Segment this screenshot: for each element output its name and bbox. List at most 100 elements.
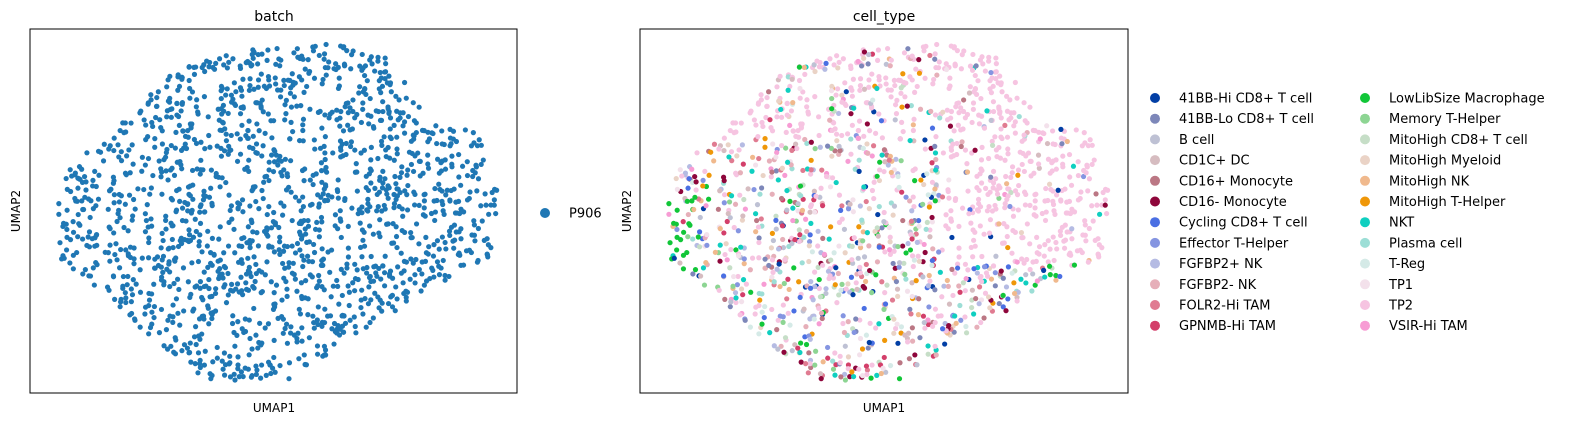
batch-point xyxy=(419,271,425,277)
cell-type-legend-label: Memory T-Helper xyxy=(1389,112,1501,127)
batch-point xyxy=(237,201,243,207)
batch-point xyxy=(413,221,420,227)
cell-type-point xyxy=(851,235,857,241)
batch-point xyxy=(175,310,181,316)
batch-point xyxy=(195,370,201,376)
batch-point xyxy=(354,111,360,118)
batch-point xyxy=(405,167,411,173)
batch-point xyxy=(217,257,223,263)
cell-type-point xyxy=(756,255,762,261)
cell-type-point xyxy=(796,134,802,140)
cell-type-point xyxy=(873,325,879,331)
cell-type-point xyxy=(848,274,855,280)
cell-type-point xyxy=(978,157,985,163)
batch-point xyxy=(436,181,442,187)
cell-type-point xyxy=(1008,115,1014,121)
cell-type-legend-label: MitoHigh CD8+ T cell xyxy=(1389,133,1528,148)
cell-type-point xyxy=(965,188,971,194)
batch-point xyxy=(186,349,193,356)
batch-point xyxy=(482,191,488,197)
batch-point xyxy=(240,105,246,111)
cell-type-point xyxy=(728,149,735,155)
batch-point xyxy=(443,246,449,252)
batch-point xyxy=(202,146,208,152)
cell-type-point xyxy=(863,261,869,268)
cell-type-point xyxy=(735,228,741,234)
batch-point xyxy=(439,188,445,194)
batch-point xyxy=(178,108,184,114)
batch-point xyxy=(193,104,199,110)
cell-type-point xyxy=(974,207,981,213)
cell-type-point xyxy=(864,121,870,127)
batch-point xyxy=(217,273,223,279)
batch-point xyxy=(216,117,222,123)
batch-point xyxy=(187,183,193,189)
cell-type-point xyxy=(749,168,755,174)
cell-type-point xyxy=(898,324,905,330)
batch-point xyxy=(178,147,185,153)
batch-point xyxy=(187,95,193,101)
batch-point xyxy=(476,137,482,143)
batch-point xyxy=(472,238,478,244)
batch-point xyxy=(277,63,283,69)
cell-type-point xyxy=(866,243,872,249)
batch-point xyxy=(254,367,260,373)
batch-point xyxy=(286,260,292,266)
batch-point xyxy=(107,226,113,232)
batch-point xyxy=(305,223,312,229)
cell-type-point xyxy=(1082,222,1088,228)
batch-point xyxy=(401,290,407,297)
batch-point xyxy=(139,255,145,261)
cell-type-point xyxy=(946,195,952,201)
batch-point xyxy=(164,346,171,352)
batch-plot-frame xyxy=(29,28,518,394)
batch-point xyxy=(196,243,202,249)
cell-type-point xyxy=(863,363,870,369)
batch-point xyxy=(322,182,329,188)
batch-point xyxy=(322,306,328,312)
batch-point xyxy=(142,162,148,168)
batch-point xyxy=(386,73,392,79)
batch-legend-label: P906 xyxy=(569,207,602,222)
batch-point xyxy=(192,324,199,330)
batch-point xyxy=(362,63,369,69)
batch-point xyxy=(174,100,180,106)
cell-type-point xyxy=(929,160,935,166)
batch-point xyxy=(347,317,353,323)
batch-point xyxy=(120,283,126,289)
cell-type-point xyxy=(1024,120,1030,126)
cell-type-point xyxy=(932,150,939,156)
cell-type-point xyxy=(817,294,824,300)
batch-point xyxy=(440,257,446,264)
cell-type-point xyxy=(884,282,890,288)
batch-point xyxy=(300,127,306,134)
cell-type-point xyxy=(1005,296,1011,302)
batch-point xyxy=(378,90,384,96)
cell-type-point xyxy=(679,173,685,179)
batch-point xyxy=(342,62,348,68)
batch-point xyxy=(258,71,264,77)
cell-type-point xyxy=(943,212,949,218)
batch-point xyxy=(276,157,282,163)
batch-point xyxy=(400,280,406,286)
batch-point xyxy=(250,145,256,151)
cell-type-point xyxy=(1045,259,1051,265)
cell-type-point xyxy=(929,219,935,225)
cell-type-point xyxy=(822,66,828,72)
cell-type-point xyxy=(787,198,793,204)
batch-point xyxy=(305,253,311,259)
batch-point xyxy=(161,279,167,285)
batch-point xyxy=(309,201,315,207)
batch-point xyxy=(165,177,171,183)
cell-type-point xyxy=(913,66,919,72)
batch-point xyxy=(150,172,156,179)
cell-type-point xyxy=(778,106,784,113)
batch-point xyxy=(123,172,129,178)
cell-type-point xyxy=(882,159,888,165)
batch-point xyxy=(200,297,206,303)
batch-point xyxy=(352,261,358,267)
batch-point xyxy=(432,217,438,224)
batch-point xyxy=(192,216,198,222)
batch-point xyxy=(262,130,268,136)
cell-type-point xyxy=(978,278,985,285)
